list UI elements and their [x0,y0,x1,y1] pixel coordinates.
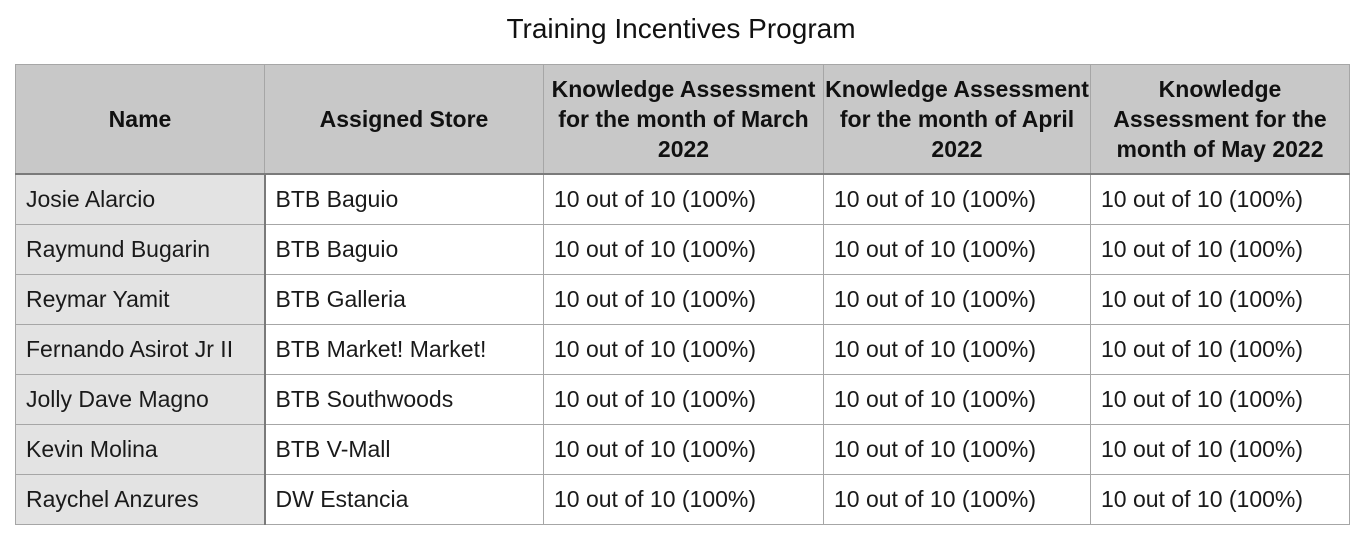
cell-april: 10 out of 10 (100%) [823,374,1091,425]
cell-may: 10 out of 10 (100%) [1090,424,1350,475]
cell-may: 10 out of 10 (100%) [1090,324,1350,375]
header-row: Name Assigned Store Knowledge Assessment… [15,64,1350,175]
cell-name: Fernando Asirot Jr II [15,324,266,375]
cell-name: Raymund Bugarin [15,224,266,275]
cell-march: 10 out of 10 (100%) [543,374,824,425]
cell-name: Reymar Yamit [15,274,266,325]
cell-name: Jolly Dave Magno [15,374,266,425]
cell-march: 10 out of 10 (100%) [543,224,824,275]
cell-store: BTB Market! Market! [264,324,544,375]
table-row: Raychel Anzures DW Estancia 10 out of 10… [15,474,1350,525]
header-assigned-store: Assigned Store [264,64,544,175]
cell-may: 10 out of 10 (100%) [1090,274,1350,325]
cell-march: 10 out of 10 (100%) [543,173,824,225]
cell-may: 10 out of 10 (100%) [1090,474,1350,525]
cell-store: BTB V-Mall [264,424,544,475]
header-april-2022: Knowledge Assessment for the month of Ap… [823,64,1091,175]
table-row: Josie Alarcio BTB Baguio 10 out of 10 (1… [15,173,1350,225]
table-row: Reymar Yamit BTB Galleria 10 out of 10 (… [15,274,1350,325]
cell-april: 10 out of 10 (100%) [823,424,1091,475]
cell-name: Kevin Molina [15,424,266,475]
table-row: Raymund Bugarin BTB Baguio 10 out of 10 … [15,224,1350,275]
cell-april: 10 out of 10 (100%) [823,224,1091,275]
table-row: Jolly Dave Magno BTB Southwoods 10 out o… [15,374,1350,425]
cell-name: Raychel Anzures [15,474,266,525]
cell-march: 10 out of 10 (100%) [543,474,824,525]
cell-march: 10 out of 10 (100%) [543,424,824,475]
cell-may: 10 out of 10 (100%) [1090,173,1350,225]
cell-store: BTB Southwoods [264,374,544,425]
header-march-2022: Knowledge Assessment for the month of Ma… [543,64,824,175]
cell-store: DW Estancia [264,474,544,525]
cell-store: BTB Galleria [264,274,544,325]
table-row: Kevin Molina BTB V-Mall 10 out of 10 (10… [15,424,1350,475]
cell-store: BTB Baguio [264,224,544,275]
header-name: Name [15,64,265,175]
training-table: Name Assigned Store Knowledge Assessment… [15,64,1350,525]
cell-store: BTB Baguio [264,173,544,225]
cell-name: Josie Alarcio [15,173,266,225]
cell-may: 10 out of 10 (100%) [1090,374,1350,425]
cell-march: 10 out of 10 (100%) [543,324,824,375]
cell-april: 10 out of 10 (100%) [823,274,1091,325]
cell-april: 10 out of 10 (100%) [823,173,1091,225]
cell-april: 10 out of 10 (100%) [823,324,1091,375]
cell-april: 10 out of 10 (100%) [823,474,1091,525]
table-row: Fernando Asirot Jr II BTB Market! Market… [15,324,1350,375]
cell-may: 10 out of 10 (100%) [1090,224,1350,275]
cell-march: 10 out of 10 (100%) [543,274,824,325]
page-title: Training Incentives Program [506,13,856,44]
header-may-2022: Knowledge Assessment for the month of Ma… [1090,64,1350,175]
